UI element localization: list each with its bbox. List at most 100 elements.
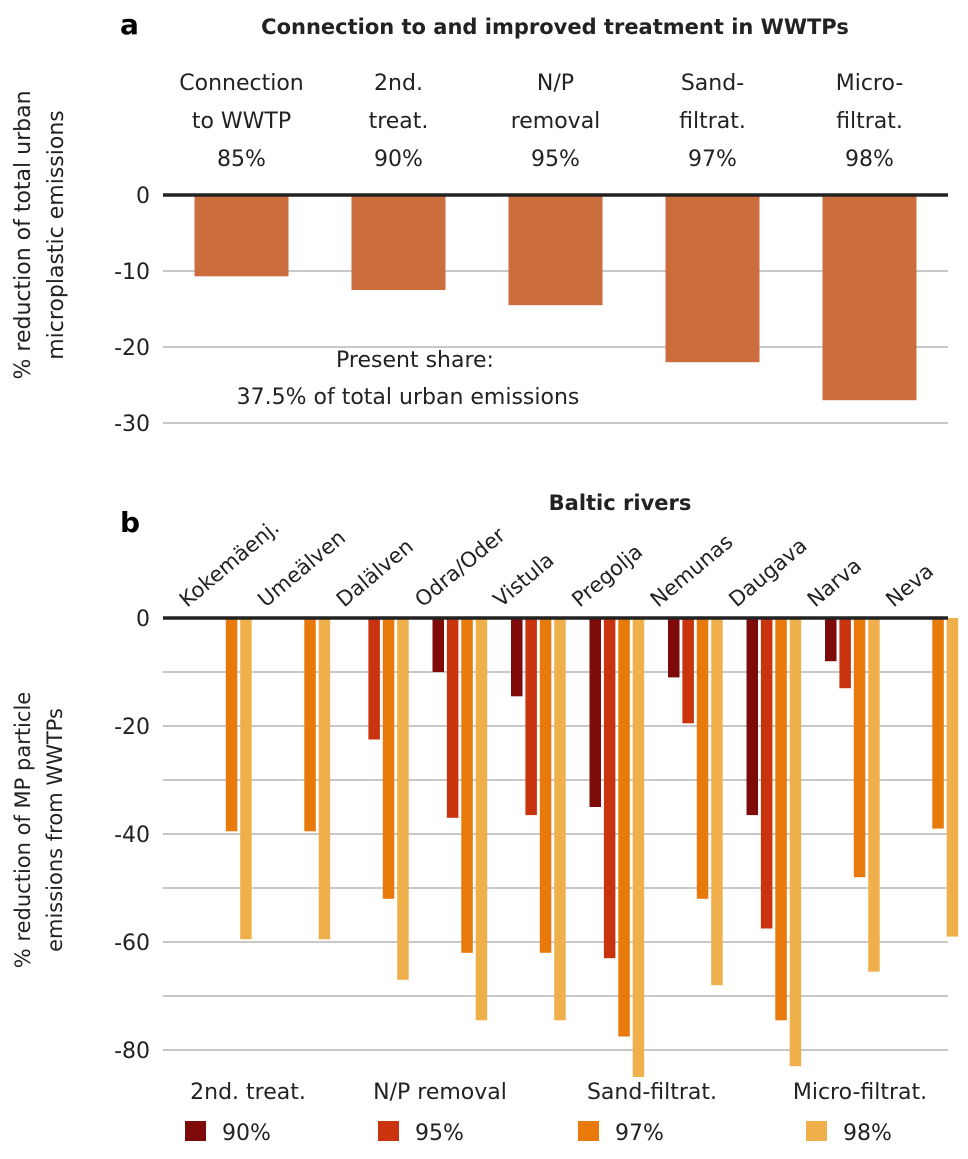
panel-b-bar	[318, 618, 331, 940]
legend-series-percent: 98%	[843, 1121, 892, 1146]
panel-b-river-label: Neva	[881, 559, 938, 612]
panel-a-title: Connection to and improved treatment in …	[261, 15, 849, 39]
panel-b-river-label: Vistula	[489, 548, 559, 612]
panel-b-bar	[760, 618, 773, 929]
panel-a-category-label-line1: Connection	[179, 71, 303, 96]
panel-b-legend: 2nd. treat. 90% N/P removal 95% Sand-filtrat…	[185, 1080, 927, 1146]
panel-a-bars	[194, 195, 917, 401]
panel-a-category-percent: 85%	[217, 147, 266, 172]
legend-series-name: 2nd. treat.	[190, 1080, 306, 1105]
panel-b-ylabel-line1: % reduction of MP particle	[11, 692, 35, 968]
panel-a-annotation-line2: 37.5% of total urban emissions	[237, 385, 580, 410]
panel-a-bar	[194, 195, 289, 277]
panel-a-category-labels: Connection to WWTP 85% 2nd. treat. 90% N/P remo…	[179, 71, 903, 172]
panel-a-category-percent: 90%	[374, 147, 423, 172]
panel-b-bar	[789, 618, 802, 1067]
panel-b-bar	[825, 618, 837, 662]
panel-b-bar	[446, 618, 459, 818]
panel-a-ylabel-line1: % reduction of total urban	[11, 90, 36, 379]
panel-b-bar	[475, 618, 488, 1021]
panel-b-y-tick-label: -80	[114, 1039, 150, 1064]
panel-b-bar	[304, 618, 316, 832]
panel-a-bar	[822, 195, 917, 401]
legend-swatch	[378, 1121, 399, 1141]
panel-a-category-label-line1: Sand-	[681, 71, 744, 96]
legend-series-name: N/P removal	[373, 1080, 507, 1105]
panel-b-bar	[589, 618, 601, 807]
panel-a-bar	[351, 195, 446, 290]
panel-a-annotation-line1: Present share:	[336, 348, 494, 373]
panel-a-category-label-line1: 2nd.	[374, 71, 423, 96]
panel-a-category-label-line2: treat.	[369, 109, 429, 134]
legend-swatch	[806, 1121, 827, 1141]
panel-b-bar	[868, 618, 880, 972]
panel-b-river-label: Daugava	[724, 533, 811, 612]
panel-b-bar	[839, 618, 851, 689]
panel-a-bar	[665, 195, 760, 363]
panel-b-bar	[668, 618, 680, 678]
panel-b-label: b	[120, 506, 140, 539]
panel-a-y-tick-label: 0	[136, 184, 150, 209]
panel-a-category-label-line2: to WWTP	[192, 109, 291, 134]
panel-b-bar	[382, 618, 395, 899]
panel-a-category-label-line2: removal	[511, 109, 601, 134]
panel-a-y-tick-label: -30	[114, 412, 150, 437]
panel-a-y-tick-label: -20	[114, 336, 150, 361]
panel-a-ylabel-line2: microplastic emissions	[44, 110, 69, 360]
panel-b-bar	[539, 618, 552, 953]
panel-b-bar	[932, 618, 944, 829]
panel-a-category-percent: 97%	[688, 147, 737, 172]
legend-series-percent: 97%	[615, 1121, 664, 1146]
panel-a-category-label-line1: Micro-	[836, 71, 904, 96]
panel-a-chart: a Connection to and improved treatment i…	[11, 8, 948, 437]
panel-a-category-label-line1: N/P	[537, 71, 574, 96]
panel-b-river-label: Nemunas	[646, 529, 738, 611]
legend-series-percent: 90%	[222, 1121, 271, 1146]
panel-b-y-tick-label: -20	[114, 715, 150, 740]
panel-b-y-tick-label: 0	[136, 607, 150, 632]
panel-b-bar	[682, 618, 694, 724]
panel-a-y-tick-label: -10	[114, 260, 150, 285]
panel-b-bar	[603, 618, 616, 959]
panel-b-bar	[775, 618, 787, 1021]
panel-b-bar	[632, 618, 645, 1077]
panel-b-river-label: Narva	[803, 553, 866, 612]
panel-b-bars	[225, 618, 959, 1077]
panel-b-y-tick-label: -40	[114, 823, 150, 848]
panel-b-bar	[397, 618, 409, 980]
panel-b-bar	[696, 618, 709, 899]
legend-swatch	[578, 1121, 599, 1141]
panel-b-bar	[368, 618, 380, 740]
panel-b-bar	[225, 618, 238, 832]
panel-a-y-tick-labels: 0 -10 -20 -30	[114, 184, 150, 437]
panel-a-category-percent: 95%	[531, 147, 580, 172]
panel-a-label: a	[120, 8, 139, 41]
panel-b-bar	[618, 618, 630, 1037]
panel-b-bar	[240, 618, 252, 940]
panel-b-bar	[432, 618, 444, 672]
panel-b-bar	[746, 618, 758, 816]
legend-series-percent: 95%	[415, 1121, 464, 1146]
panel-b-bar	[461, 618, 473, 953]
panel-b-y-tick-label: -60	[114, 931, 150, 956]
panel-a-category-label-line2: filtrat.	[679, 109, 746, 134]
panel-b-bar	[853, 618, 866, 878]
panel-b-y-tick-labels: 0 -20 -40 -60 -80	[114, 607, 150, 1064]
panel-b-bar	[711, 618, 723, 986]
legend-series-name: Micro-filtrat.	[793, 1080, 927, 1105]
panel-b-bar	[525, 618, 537, 816]
panel-a-category-percent: 98%	[845, 147, 894, 172]
panel-b-bar	[554, 618, 566, 1021]
panel-b-river-label: Pregolja	[567, 539, 647, 611]
legend-swatch	[185, 1121, 206, 1141]
panel-a-bar	[508, 195, 603, 306]
panel-b-chart: b Baltic rivers % reduction of MP partic…	[11, 491, 959, 1146]
panel-b-title: Baltic rivers	[549, 491, 692, 515]
panel-b-bar	[511, 618, 523, 697]
panel-b-river-labels: Kokemäenj.UmeälvenDalälvenOdra/OderVistu…	[175, 515, 938, 612]
panel-b-ylabel-line2: emissions from WWTPs	[43, 708, 67, 952]
panel-b-bar	[946, 618, 959, 937]
legend-series-name: Sand-filtrat.	[587, 1080, 717, 1105]
panel-a-category-label-line2: filtrat.	[836, 109, 903, 134]
